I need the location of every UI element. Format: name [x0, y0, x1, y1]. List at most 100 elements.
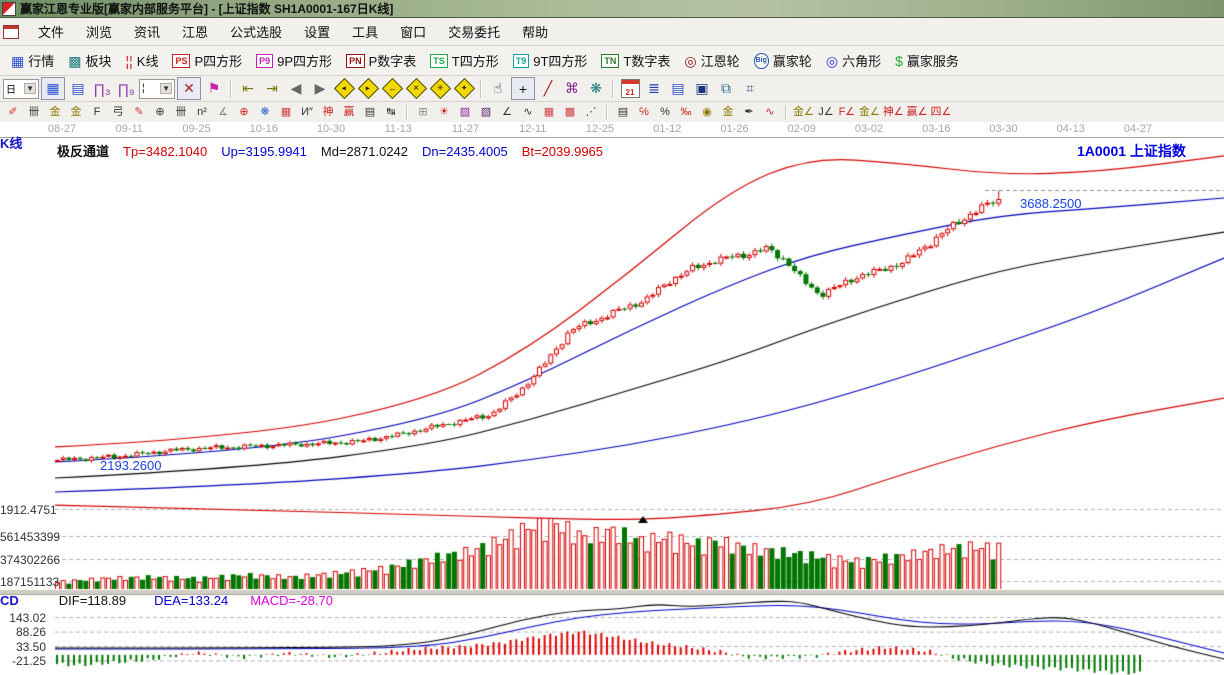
draw-symbol-icon[interactable]: ✕	[177, 77, 201, 100]
menu-tools[interactable]: 工具	[352, 25, 379, 40]
ying-tool-icon[interactable]: 赢	[343, 105, 355, 118]
calculator-icon[interactable]: ≣	[648, 80, 660, 96]
j-angle-icon[interactable]: J∠	[818, 105, 834, 118]
toolbar-hexagon-icon: ◎	[825, 52, 839, 69]
next-bar-icon[interactable]: ▶	[314, 80, 326, 96]
pan-right-diamond[interactable]: ▸	[357, 77, 379, 100]
f-gann-icon[interactable]: F	[93, 105, 101, 118]
iv-marks-icon[interactable]: И″	[301, 105, 313, 118]
grid-snow-icon[interactable]: ▦	[280, 105, 292, 118]
box-axes-icon[interactable]: ⊞	[418, 105, 428, 118]
chart-layout-icon[interactable]: ▦	[41, 77, 65, 100]
spiral-tool-icon[interactable]: 弓	[112, 105, 124, 118]
toolbar-kline[interactable]: ¦¦ K线	[119, 49, 166, 72]
gann-knot-icon[interactable]: ⌘	[565, 80, 579, 96]
si-angle-icon[interactable]: 四∠	[930, 105, 952, 118]
n2-tool-icon[interactable]: n²	[197, 105, 207, 118]
child-window-icon[interactable]	[3, 24, 19, 39]
prev-bar-icon[interactable]: ◀	[290, 80, 302, 96]
f-angle-icon[interactable]: F∠	[838, 105, 856, 118]
menu-browse[interactable]: 浏览	[86, 25, 113, 40]
toolbar-9t-square[interactable]: T9 9T四方形	[506, 49, 595, 72]
ray-fan-red-icon[interactable]: ☀	[439, 105, 449, 118]
menu-news[interactable]: 资讯	[134, 25, 161, 40]
hatch-ruler-icon[interactable]: 卌	[28, 105, 40, 118]
menu-gann[interactable]: 江恩	[182, 25, 209, 40]
angle-pair-icon[interactable]: ∠	[502, 105, 512, 118]
toolbar-quotes-icon: ▦	[11, 52, 25, 69]
menu-window[interactable]: 窗口	[400, 25, 427, 40]
workstation-icon[interactable]: ⌗	[746, 80, 754, 96]
red-target-icon[interactable]: ⊕	[239, 105, 249, 118]
menu-settings[interactable]: 设置	[304, 25, 331, 40]
grid-target-a-icon[interactable]: ▦	[543, 105, 555, 118]
percent-line-icon[interactable]: ‰	[680, 105, 692, 118]
toolbar-winner-service[interactable]: $ 赢家服务	[888, 49, 966, 72]
first-page-icon[interactable]: ⇤	[242, 80, 254, 96]
menu-formula-stock-pick[interactable]: 公式选股	[230, 25, 283, 40]
gold-gann-b-icon[interactable]: 金	[70, 105, 82, 118]
ruler-123-icon[interactable]: ▤	[364, 105, 376, 118]
gold-line-icon[interactable]: 金	[722, 105, 734, 118]
info-panel-icon[interactable]: ▤	[71, 80, 85, 96]
compress-diamond[interactable]: ✕	[405, 77, 427, 100]
toolbar-gann-wheel[interactable]: ◎ 江恩轮	[677, 49, 746, 72]
time-cycle-icon[interactable]: ⊕	[155, 105, 165, 118]
send-remote-icon[interactable]: ⧉	[721, 80, 731, 96]
zoom-out-diamond[interactable]: ✳	[429, 77, 451, 100]
brush-tool-icon[interactable]: ✎	[134, 105, 144, 118]
toolbar-t-table[interactable]: TN T数字表	[594, 49, 677, 72]
zigzag-icon[interactable]: ∿	[523, 105, 533, 118]
menu-trade[interactable]: 交易委托	[448, 25, 501, 40]
span-arrows-icon[interactable]: ↹	[386, 105, 396, 118]
save-icon[interactable]: ▣	[695, 80, 709, 96]
toolbar-winner-wheel[interactable]: Big 赢家轮	[747, 49, 819, 72]
toolbar-p-table[interactable]: PN P数字表	[339, 49, 423, 72]
p3-bars-icon[interactable]: ∏₃	[93, 80, 111, 97]
gold2-angle-icon[interactable]: 金∠	[858, 105, 880, 118]
gold-gann-a-icon[interactable]: 金	[49, 105, 61, 118]
grid-target-b-icon[interactable]: ▩	[564, 105, 576, 118]
gold-angle-icon[interactable]: 金∠	[793, 105, 814, 118]
toolbar-quotes[interactable]: ▦ 行情	[4, 49, 61, 72]
tick-ruler-icon[interactable]: 卌	[175, 105, 187, 118]
snowflake-tool-icon[interactable]: ❋	[260, 105, 270, 118]
angle-mirror-icon[interactable]: ∡	[218, 105, 228, 118]
trendline-tool-icon[interactable]: ╱	[543, 80, 553, 96]
toolbar-t-square[interactable]: TS T四方形	[423, 49, 505, 72]
ray-box-icon[interactable]: ▧	[480, 105, 492, 118]
chart-flag-icon[interactable]: ⚑	[207, 80, 221, 96]
parallel-lines-icon[interactable]: ⋰	[585, 105, 597, 118]
toolbar-sectors[interactable]: ▩ 板块	[61, 49, 118, 72]
period-dropdown[interactable]: 日 ▼	[3, 78, 39, 99]
wave-tool-icon[interactable]: ∿	[765, 105, 775, 118]
hand-tool-icon[interactable]: ☝	[493, 80, 503, 96]
list-scale-icon[interactable]: ▤	[617, 105, 629, 118]
shen-tool-icon[interactable]: 神	[322, 105, 334, 118]
crosshair-tool-icon[interactable]: +	[511, 77, 535, 100]
calendar-icon[interactable]: 21	[619, 78, 641, 99]
pencil-sharp-icon[interactable]: ✐	[8, 105, 18, 118]
p9-bars-icon[interactable]: ∏₉	[117, 80, 135, 97]
shen-angle-icon[interactable]: 神∠	[882, 105, 904, 118]
chart-canvas[interactable]	[0, 139, 1224, 675]
candle-style-dropdown[interactable]: ¦ ▼	[139, 78, 175, 99]
gann-wheel-icon[interactable]: ❋	[590, 80, 602, 96]
gold-circle-icon[interactable]: ◉	[702, 105, 712, 118]
ink-brush-icon[interactable]: ✒	[744, 105, 754, 118]
toolbar-p-square[interactable]: PS P四方形	[165, 49, 249, 72]
ray-fan-purple-icon[interactable]: ▨	[459, 105, 471, 118]
percent-retrace-icon[interactable]: ℅	[639, 105, 649, 118]
notes-icon[interactable]: ▤	[671, 80, 685, 96]
zoom-in-diamond[interactable]: ✦	[453, 77, 475, 100]
toolbar-hexagon[interactable]: ◎ 六角形	[819, 49, 888, 72]
pan-left-diamond[interactable]: ◂	[333, 77, 355, 100]
stretch-diamond[interactable]: ↔	[381, 77, 403, 100]
menu-help[interactable]: 帮助	[522, 25, 549, 40]
title-bar[interactable]: 赢家江恩专业版[赢家内部服务平台] - [上证指数 SH1A0001-167日K…	[0, 0, 1224, 18]
ying-angle-icon[interactable]: 赢∠	[906, 105, 928, 118]
toolbar-9p-square[interactable]: P9 9P四方形	[249, 49, 339, 72]
percent-icon[interactable]: %	[660, 105, 670, 118]
menu-file[interactable]: 文件	[38, 25, 65, 40]
last-page-icon[interactable]: ⇥	[266, 80, 278, 96]
